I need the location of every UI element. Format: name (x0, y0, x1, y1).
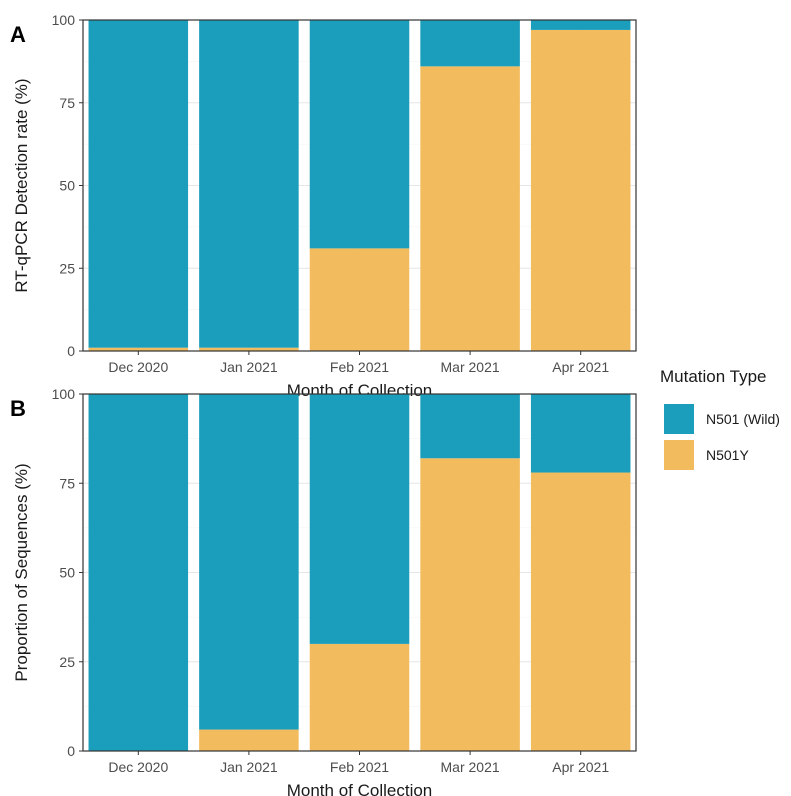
x-tick-label: Apr 2021 (552, 359, 609, 375)
y-tick-label: 25 (59, 654, 75, 670)
bar-n501-wild-1 (199, 20, 299, 348)
y-tick-label: 75 (59, 475, 75, 491)
bar-n501-wild-3 (420, 20, 520, 67)
panel-tag: B (10, 396, 26, 421)
x-tick-label: Mar 2021 (441, 759, 500, 775)
bar-n501y-2 (309, 643, 410, 751)
bar-n501-wild-4 (530, 20, 631, 30)
bar-n501y-1 (199, 347, 299, 351)
x-axis-title: Month of Collection (287, 781, 433, 796)
y-tick-label: 100 (52, 12, 76, 28)
x-tick-label: Jan 2021 (220, 359, 278, 375)
bar-n501-wild-1 (199, 394, 299, 730)
x-tick-label: Mar 2021 (441, 359, 500, 375)
legend-label: N501Y (706, 447, 749, 463)
bar-n501-wild-2 (309, 394, 410, 644)
x-tick-label: Feb 2021 (330, 759, 389, 775)
x-tick-label: Jan 2021 (220, 759, 278, 775)
bar-n501y-3 (420, 458, 520, 751)
y-tick-label: 50 (59, 565, 75, 581)
bar-n501y-0 (88, 347, 189, 351)
legend-label: N501 (Wild) (706, 411, 780, 427)
x-tick-label: Feb 2021 (330, 359, 389, 375)
bar-n501y-3 (420, 66, 520, 351)
y-tick-label: 75 (59, 95, 75, 111)
y-tick-label: 100 (52, 386, 76, 402)
bar-n501-wild-3 (420, 394, 520, 459)
bar-n501-wild-0 (88, 20, 189, 348)
bar-n501y-4 (530, 472, 631, 751)
legend-title: Mutation Type (660, 367, 766, 386)
legend-key-n501-wild (664, 404, 694, 434)
bar-n501-wild-4 (530, 394, 631, 473)
y-axis-title: Proportion of Sequences (%) (12, 463, 31, 681)
y-tick-label: 50 (59, 178, 75, 194)
bar-n501-wild-2 (309, 20, 410, 249)
bar-n501-wild-0 (88, 394, 189, 751)
bar-n501y-2 (309, 248, 410, 351)
y-tick-label: 0 (67, 343, 75, 359)
bar-n501y-4 (530, 29, 631, 352)
y-tick-label: 25 (59, 260, 75, 276)
x-tick-label: Dec 2020 (108, 359, 168, 375)
panel-tag: A (10, 22, 26, 47)
x-tick-label: Dec 2020 (108, 759, 168, 775)
x-tick-label: Apr 2021 (552, 759, 609, 775)
legend-key-n501y (664, 440, 694, 470)
y-tick-label: 0 (67, 743, 75, 759)
y-axis-title: RT-qPCR Detection rate (%) (12, 78, 31, 292)
bar-n501y-1 (199, 729, 299, 751)
